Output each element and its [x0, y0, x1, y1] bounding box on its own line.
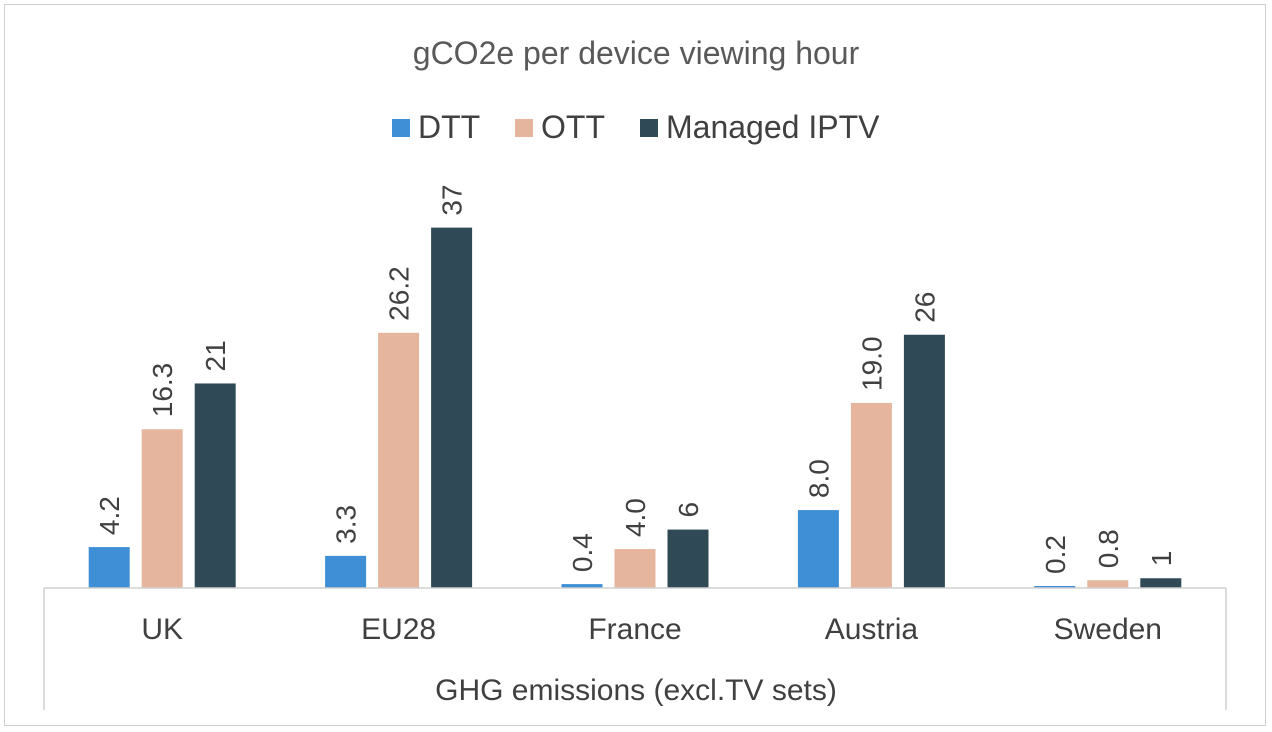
category-label: EU28: [361, 613, 436, 646]
bar-managed-iptv-uk: [194, 383, 236, 588]
legend-item-ott: OTT: [515, 109, 605, 145]
x-axis-title: GHG emissions (excl.TV sets): [435, 674, 837, 707]
category-label: UK: [141, 613, 183, 646]
legend-swatch: [515, 119, 533, 137]
bar-managed-iptv-austria: [903, 334, 945, 588]
chart-title: gCO2e per device viewing hour: [413, 35, 860, 71]
data-label: 3.3: [331, 505, 362, 544]
category-label: Austria: [825, 613, 919, 646]
legend-item-dtt: DTT: [392, 109, 480, 145]
axis-group: UK EU28 France Austria Sweden: [43, 587, 1227, 710]
data-label: 8.0: [803, 459, 834, 498]
data-label: 0.4: [567, 533, 598, 572]
legend-swatch: [392, 119, 410, 137]
bar-ott-sweden: [1087, 580, 1129, 588]
data-label: 26.2: [384, 266, 415, 321]
data-label: 16.3: [147, 363, 178, 418]
bar-dtt-austria: [797, 510, 839, 588]
data-label: 4.0: [620, 498, 651, 537]
data-labels-group: 4.2 16.3 21 3.3 26.2 37 0.4 4.0 6 8.0 19.0 26 0.2 0.8…: [94, 184, 1177, 574]
legend-label: Managed IPTV: [666, 109, 880, 145]
bar-ott-eu28: [378, 332, 420, 588]
data-label: 4.2: [94, 496, 125, 535]
bar-managed-iptv-france: [667, 529, 709, 588]
data-label: 37: [437, 184, 468, 215]
bar-managed-iptv-sweden: [1140, 578, 1182, 588]
chart-frame: [4, 4, 1266, 726]
bar-dtt-france: [561, 584, 603, 588]
data-label: 6: [673, 502, 704, 518]
data-label: 0.8: [1093, 529, 1124, 568]
category-label: Sweden: [1054, 613, 1162, 646]
legend-item-managed-iptv: Managed IPTV: [640, 109, 880, 145]
category-label: France: [588, 613, 681, 646]
bar-managed-iptv-eu28: [431, 227, 473, 588]
data-label: 26: [909, 292, 940, 323]
bar-dtt-uk: [88, 547, 130, 588]
data-label: 19.0: [856, 336, 887, 391]
legend-swatch: [640, 119, 658, 137]
bar-dtt-sweden: [1034, 586, 1076, 588]
data-label: 1: [1146, 551, 1177, 567]
legend-label: OTT: [541, 109, 605, 145]
data-label: 21: [200, 340, 231, 371]
bars-group: [88, 227, 1182, 588]
bar-ott-france: [614, 549, 656, 588]
bar-ott-uk: [141, 429, 183, 588]
bar-ott-austria: [850, 402, 892, 588]
legend: DTT OTT Managed IPTV: [392, 109, 880, 145]
bar-dtt-eu28: [325, 555, 367, 588]
data-label: 0.2: [1040, 535, 1071, 574]
legend-label: DTT: [418, 109, 480, 145]
